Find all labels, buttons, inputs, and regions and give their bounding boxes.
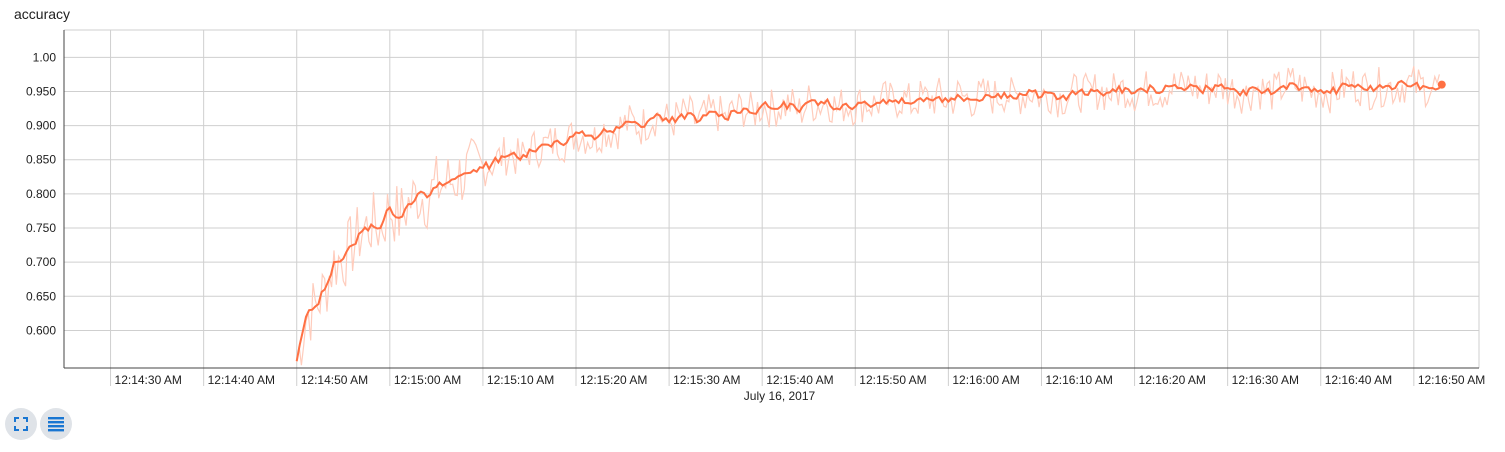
y-tick-label: 1.00 [33,50,57,64]
y-gridlines [64,29,1480,368]
raw-series [296,66,1440,366]
chart-title: accuracy [14,6,71,22]
x-tick-label: 12:14:50 AM [301,373,368,387]
y-tick-label: 0.950 [26,84,56,98]
x-tick-labels: 12:14:30 AM 12:14:40 AM 12:14:50 AM 12:15:0… [115,373,1486,387]
raw-series-line [296,66,1440,366]
y-tick-label: 0.750 [26,221,56,235]
x-tick-label: 12:14:30 AM [115,373,182,387]
x-tick-label: 12:15:50 AM [859,373,926,387]
fullscreen-icon [14,417,28,431]
axes [63,30,1479,369]
expand-chart-button[interactable] [5,408,37,440]
smoothed-series [295,79,1446,362]
x-tick-label: 12:16:10 AM [1045,373,1112,387]
x-tick-label: 12:16:20 AM [1139,373,1206,387]
x-tick-label: 12:15:30 AM [673,373,740,387]
y-tick-label: 0.800 [26,187,56,201]
date-label-group: July 16, 2017 [744,389,816,403]
y-tick-label: 0.850 [26,153,56,167]
x-tick-label: 12:15:10 AM [487,373,554,387]
x-tick-label: 12:16:00 AM [952,373,1019,387]
x-tick-label: 12:16:40 AM [1325,373,1392,387]
y-tick-label: 0.650 [26,289,56,303]
x-gridlines [110,30,1415,386]
x-tick-label: 12:14:40 AM [208,373,275,387]
y-tick-label: 0.900 [26,119,56,133]
x-axis-date-label: July 16, 2017 [744,389,816,403]
x-tick-label: 12:15:40 AM [766,373,833,387]
smoothed-series-line [295,79,1443,362]
y-tick-label: 0.600 [26,323,56,337]
toggle-data-button[interactable] [40,408,72,440]
data-list-icon [48,417,64,432]
x-tick-label: 12:15:20 AM [580,373,647,387]
x-tick-label: 12:16:30 AM [1232,373,1299,387]
last-point-marker [1437,80,1446,89]
x-tick-label: 12:15:00 AM [394,373,461,387]
x-tick-label: 12:16:50 AM [1418,373,1485,387]
y-tick-labels: 0.600 0.650 0.700 0.750 0.800 0.850 0.900 0.950… [26,50,56,337]
y-tick-label: 0.700 [26,255,56,269]
